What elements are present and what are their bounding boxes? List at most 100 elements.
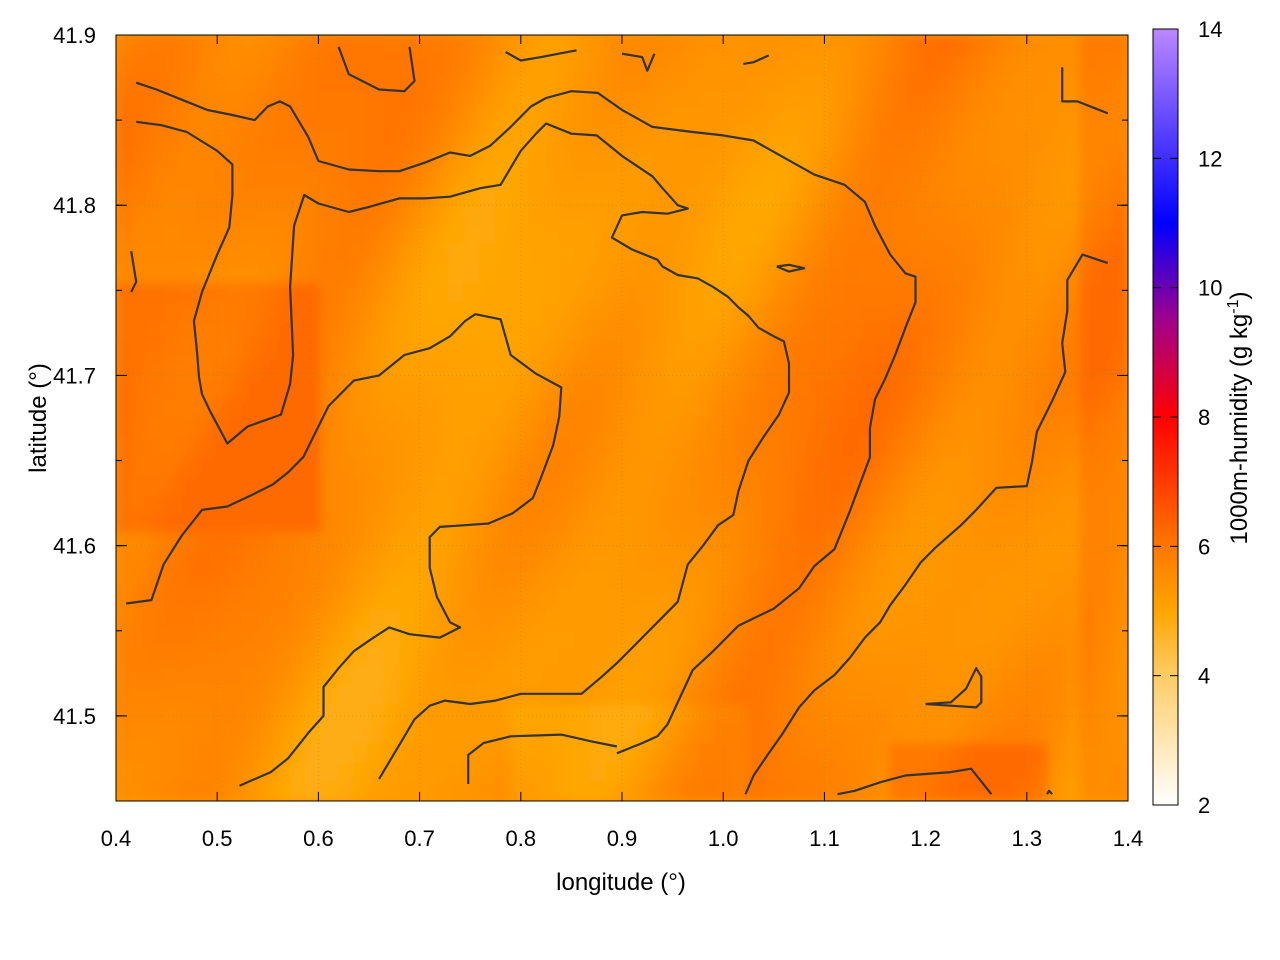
heatmap-cell <box>1095 168 1113 189</box>
heatmap-cell <box>400 455 417 476</box>
heatmap-cell <box>1111 264 1128 285</box>
heatmap-cell <box>842 91 860 112</box>
heatmap-cell <box>131 340 149 361</box>
heatmap-cell <box>131 436 149 457</box>
heatmap-cell <box>684 417 702 438</box>
heatmap-cell <box>1095 436 1113 457</box>
heatmap-cell <box>1080 628 1097 649</box>
heatmap-cell <box>763 379 781 400</box>
heatmap-cell <box>921 53 939 74</box>
heatmap-cell <box>763 436 781 457</box>
heatmap-cell <box>463 609 481 630</box>
heatmap-cell <box>637 35 655 55</box>
heatmap-cell <box>162 72 180 93</box>
colorbar-tick-label: 14 <box>1198 17 1222 42</box>
contour-line <box>135 81 917 755</box>
heatmap-cell <box>795 647 813 668</box>
heatmap-cell <box>400 551 417 572</box>
heatmap-cell <box>1064 321 1082 342</box>
heatmap-cell <box>305 609 323 630</box>
heatmap-cell <box>1016 360 1034 381</box>
heatmap-cell <box>131 685 149 706</box>
heatmap-cell <box>542 551 560 572</box>
heatmap-cell <box>510 379 528 400</box>
heatmap-cell <box>526 302 544 323</box>
heatmap-cell <box>732 513 749 534</box>
heatmap-cell <box>257 628 275 649</box>
heatmap-cell <box>985 494 1002 515</box>
heatmap-cell <box>558 417 576 438</box>
heatmap-cell <box>526 455 544 476</box>
heatmap-cell <box>116 551 133 572</box>
heatmap-cell <box>178 321 196 342</box>
heatmap-cell <box>384 532 402 553</box>
heatmap-cell <box>985 781 1002 801</box>
heatmap-cell <box>732 226 749 247</box>
heatmap-cell <box>589 455 607 476</box>
heatmap-cell <box>194 53 212 74</box>
heatmap-cell <box>384 168 402 189</box>
heatmap-cell <box>732 321 749 342</box>
heatmap-cell <box>463 704 481 725</box>
heatmap-cell <box>162 647 180 668</box>
heatmap-cell <box>1016 647 1034 668</box>
heatmap-cell <box>1032 35 1050 55</box>
heatmap-cell <box>906 168 923 189</box>
heatmap-cell <box>811 264 829 285</box>
heatmap-cell <box>305 551 323 572</box>
heatmap-cell <box>700 436 718 457</box>
heatmap-cell <box>131 474 149 495</box>
heatmap-cell <box>969 609 987 630</box>
heatmap-cell <box>890 417 908 438</box>
heatmap-cell <box>653 762 670 783</box>
heatmap-cell <box>463 494 481 515</box>
heatmap-cell <box>1032 589 1050 610</box>
heatmap-cell <box>131 321 149 342</box>
heatmap-cell <box>178 685 196 706</box>
heatmap-cell <box>1001 149 1018 170</box>
heatmap-cell <box>352 494 370 515</box>
heatmap-cell <box>842 321 860 342</box>
heatmap-cell <box>1095 206 1113 227</box>
heatmap-cell <box>1001 187 1018 208</box>
heatmap-cell <box>637 379 655 400</box>
heatmap-cell <box>653 72 670 93</box>
heatmap-cell <box>368 245 386 266</box>
contour-line <box>743 54 770 65</box>
heatmap-cell <box>479 589 496 610</box>
heatmap-cell <box>842 551 860 572</box>
heatmap-cell <box>1080 570 1097 591</box>
heatmap-cell <box>874 264 892 285</box>
heatmap-cell <box>827 647 844 668</box>
heatmap-cell <box>953 264 971 285</box>
heatmap-cell <box>447 35 465 55</box>
heatmap-cell <box>953 111 971 132</box>
heatmap-cell <box>1111 494 1128 515</box>
heatmap-cell <box>194 321 212 342</box>
heatmap-cell <box>668 494 686 515</box>
heatmap-cell <box>1001 398 1018 419</box>
heatmap-cell <box>558 609 576 630</box>
heatmap-cell <box>763 647 781 668</box>
heatmap-cell <box>242 723 259 744</box>
heatmap-cell <box>226 302 243 323</box>
heatmap-cell <box>384 130 402 151</box>
heatmap-cell <box>542 226 560 247</box>
heatmap-cell <box>858 532 876 553</box>
heatmap-cell <box>858 551 876 572</box>
heatmap-cell <box>1016 264 1034 285</box>
heatmap-cell <box>415 647 433 668</box>
heatmap-cell <box>1048 53 1066 74</box>
heatmap-cell <box>336 685 354 706</box>
heatmap-cell <box>653 743 670 764</box>
heatmap-cell <box>400 532 417 553</box>
heatmap-cell <box>368 398 386 419</box>
heatmap-cell <box>131 226 149 247</box>
heatmap-cell <box>1111 168 1128 189</box>
x-tick-label: 0.7 <box>404 826 435 851</box>
heatmap-cell <box>653 589 670 610</box>
heatmap-cell <box>827 781 844 801</box>
heatmap-cell <box>510 532 528 553</box>
heatmap-cell <box>116 91 133 112</box>
heatmap-cell <box>479 321 496 342</box>
